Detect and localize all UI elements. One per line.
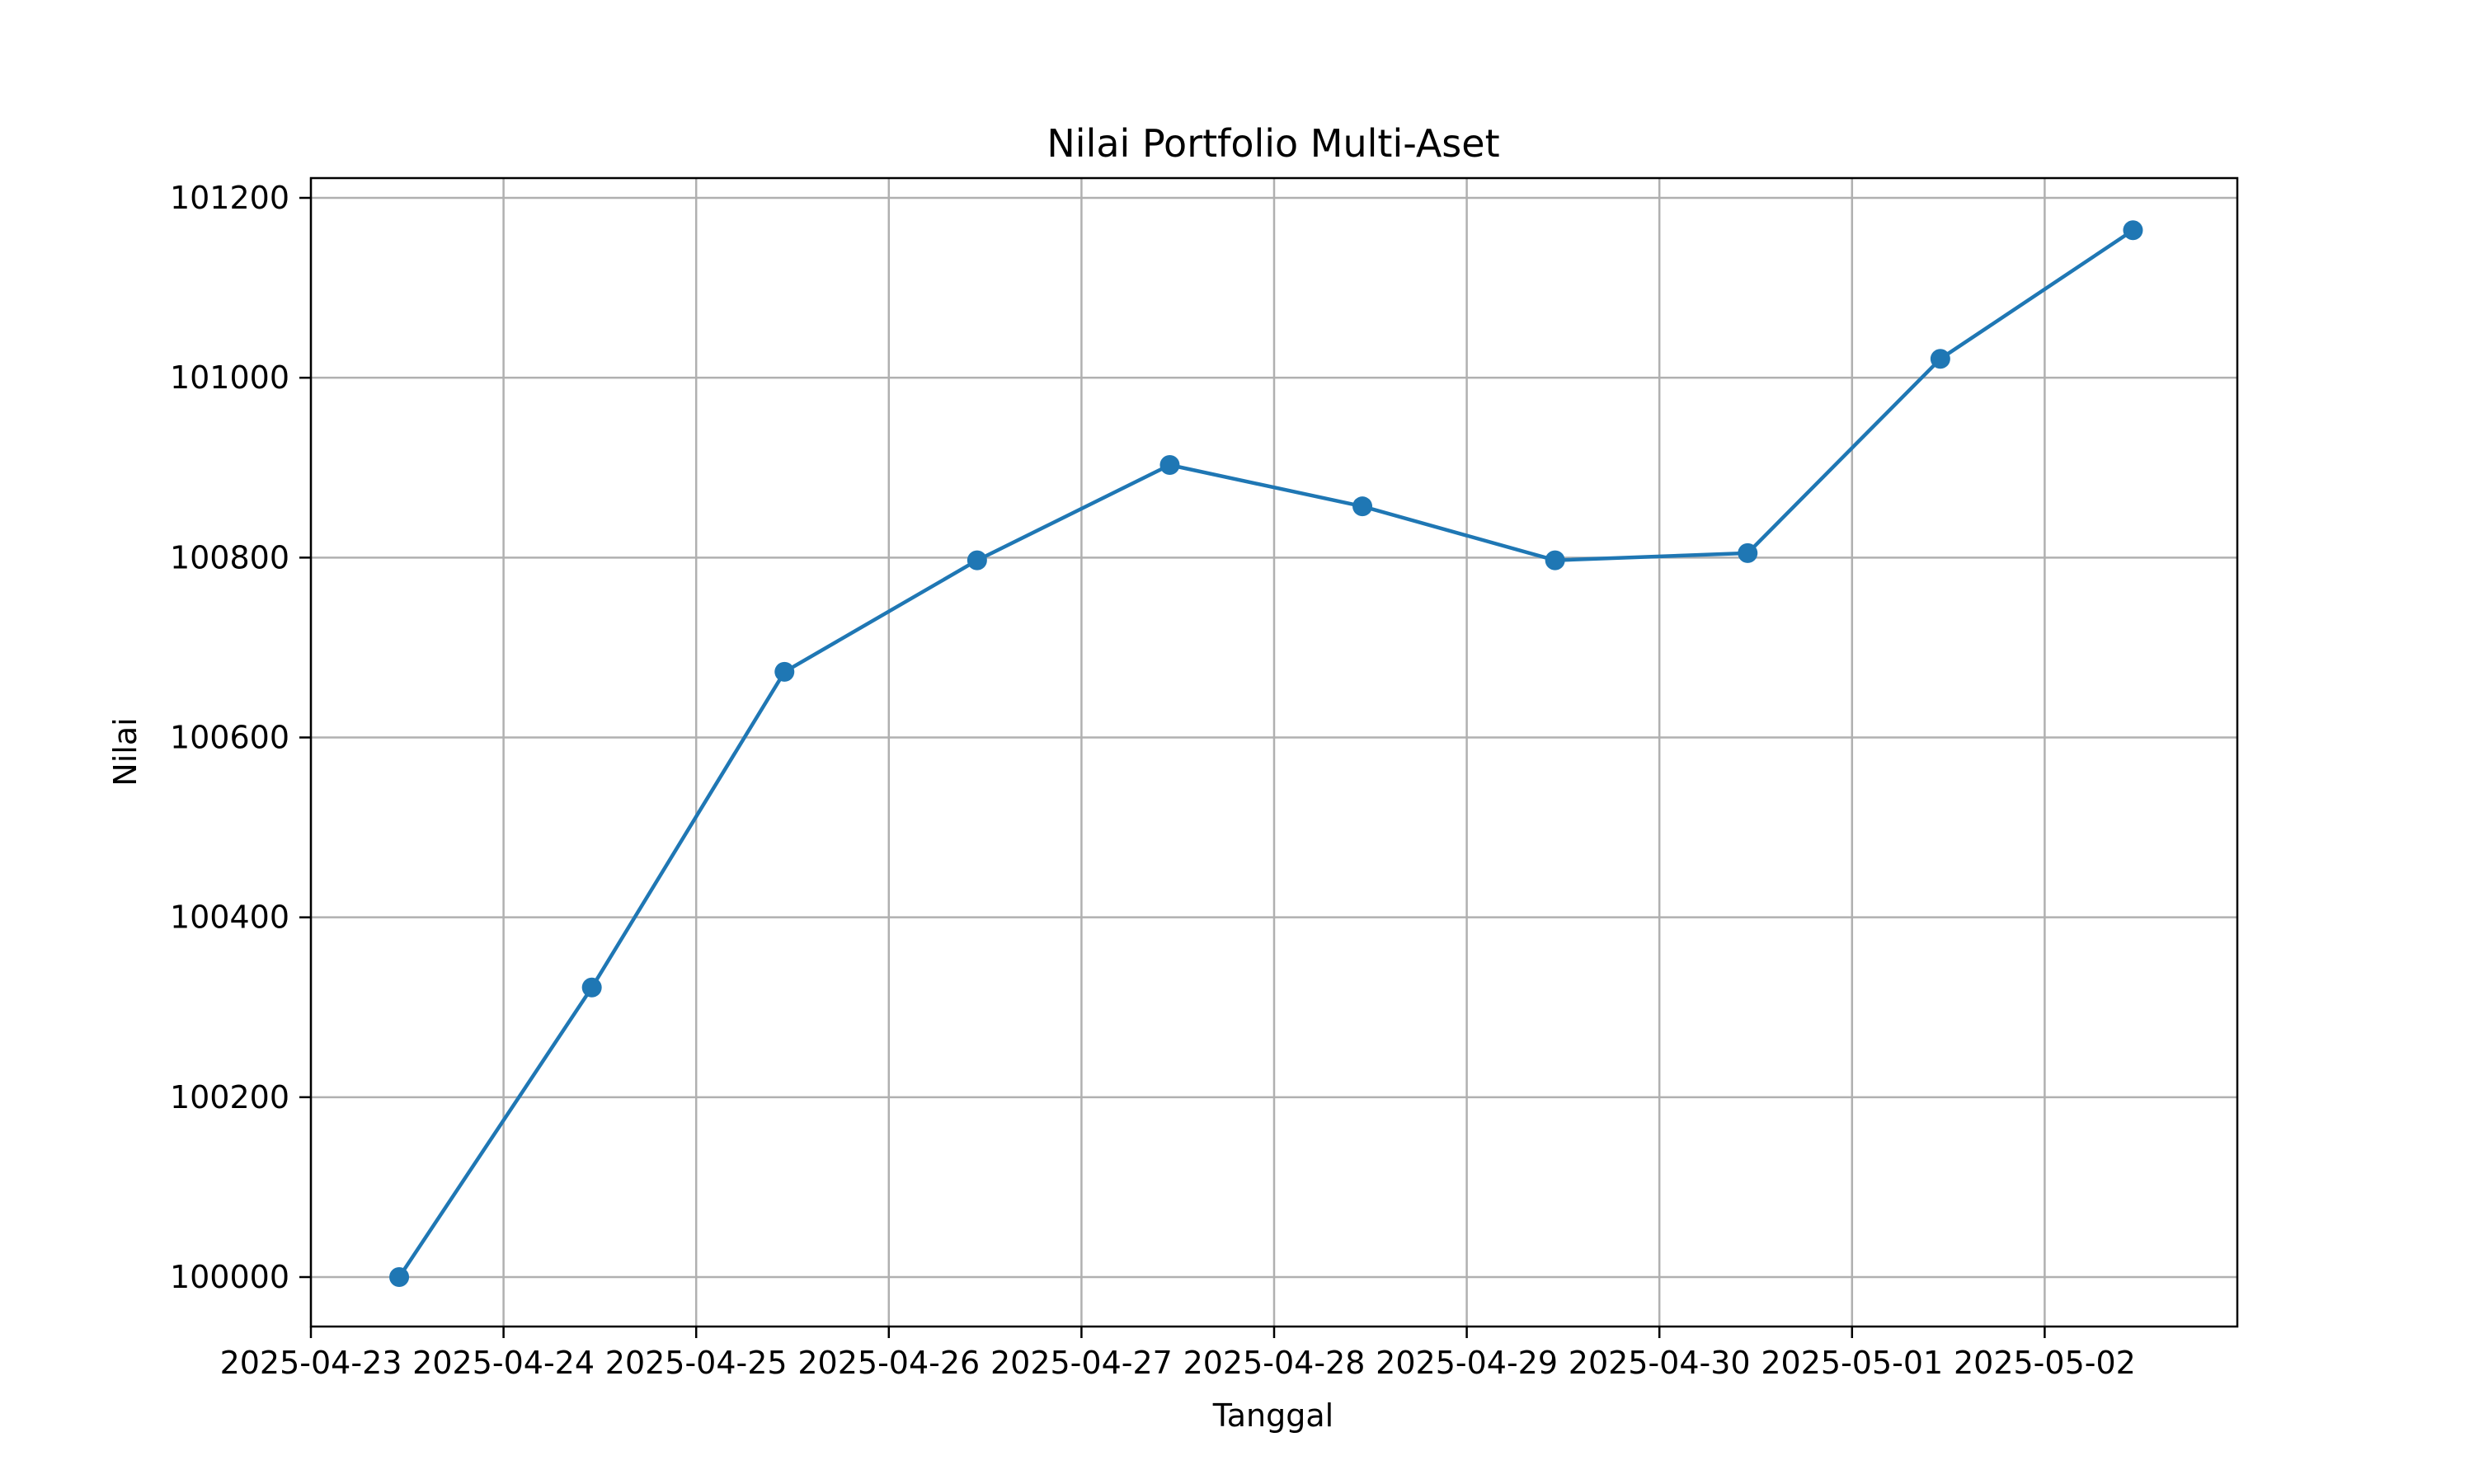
data-point [1352, 496, 1373, 517]
data-point [581, 977, 602, 998]
x-tick-label: 2025-05-02 [1954, 1345, 2136, 1381]
x-tick-label: 2025-04-26 [797, 1345, 980, 1381]
x-tick-label: 2025-04-30 [1569, 1345, 1751, 1381]
data-point [1738, 542, 1758, 563]
x-axis-title: Tanggal [1212, 1397, 1333, 1434]
x-axis-ticks: 2025-04-23 2025-04-24 2025-04-25 2025-04-26… [220, 1327, 2136, 1381]
y-tick-label: 101200 [170, 180, 289, 216]
y-tick-label: 100600 [170, 720, 289, 756]
data-points-layer [389, 220, 2143, 1288]
x-tick-label: 2025-04-29 [1376, 1345, 1558, 1381]
x-tick-label: 2025-04-24 [412, 1345, 595, 1381]
x-tick-label: 2025-04-28 [1183, 1345, 1366, 1381]
data-point [2123, 220, 2143, 241]
series-line-layer [397, 228, 2135, 1280]
x-tick-label: 2025-04-27 [990, 1345, 1173, 1381]
y-tick-label: 100000 [170, 1259, 289, 1295]
grid-lines [309, 178, 2237, 1327]
y-tick-label: 100400 [170, 899, 289, 936]
x-tick-label: 2025-05-01 [1761, 1345, 1943, 1381]
y-tick-label: 100200 [170, 1079, 289, 1115]
y-axis-ticks: 100000 100200 100400 100600 100800 101000 1012… [170, 180, 311, 1295]
x-tick-label: 2025-04-25 [605, 1345, 788, 1381]
series-line [397, 228, 2135, 1280]
x-tick-label: 2025-04-23 [220, 1345, 402, 1381]
data-point [1930, 349, 1950, 369]
data-point [774, 661, 795, 682]
data-point [967, 550, 987, 571]
data-point [1545, 550, 1565, 571]
data-point [1159, 454, 1180, 475]
y-axis-title: Nilai [107, 717, 143, 786]
y-tick-label: 101000 [170, 359, 289, 396]
chart-title: Nilai Portfolio Multi-Aset [1047, 121, 1499, 166]
data-point [389, 1267, 410, 1288]
y-tick-label: 100800 [170, 539, 289, 575]
